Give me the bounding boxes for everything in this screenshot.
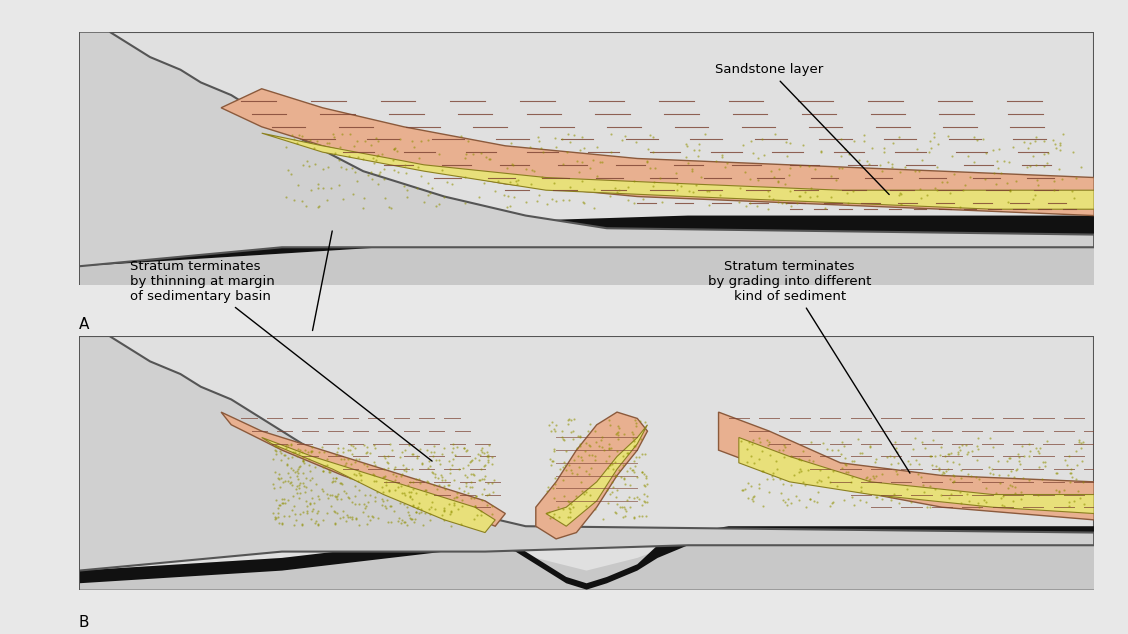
Polygon shape	[79, 526, 1094, 590]
Polygon shape	[221, 412, 505, 526]
Text: Sandstone layer: Sandstone layer	[715, 63, 889, 195]
Text: Floor of sedimentary basin: Floor of sedimentary basin	[221, 231, 399, 349]
Polygon shape	[79, 32, 1094, 285]
Polygon shape	[719, 412, 1094, 520]
Polygon shape	[262, 437, 495, 533]
Polygon shape	[79, 216, 1094, 266]
Polygon shape	[739, 437, 1094, 514]
Text: Stratum terminates
by grading into different
kind of sediment: Stratum terminates by grading into diffe…	[708, 260, 910, 473]
Text: B: B	[79, 615, 89, 630]
Polygon shape	[79, 336, 1094, 590]
Polygon shape	[546, 425, 647, 526]
Text: Stratum terminates
by thinning at margin
of sedimentary basin: Stratum terminates by thinning at margin…	[130, 260, 432, 461]
Polygon shape	[262, 133, 1094, 209]
Text: A: A	[79, 317, 89, 332]
Polygon shape	[536, 412, 647, 539]
Polygon shape	[79, 235, 1094, 285]
Polygon shape	[221, 89, 1094, 216]
Polygon shape	[79, 539, 1094, 590]
